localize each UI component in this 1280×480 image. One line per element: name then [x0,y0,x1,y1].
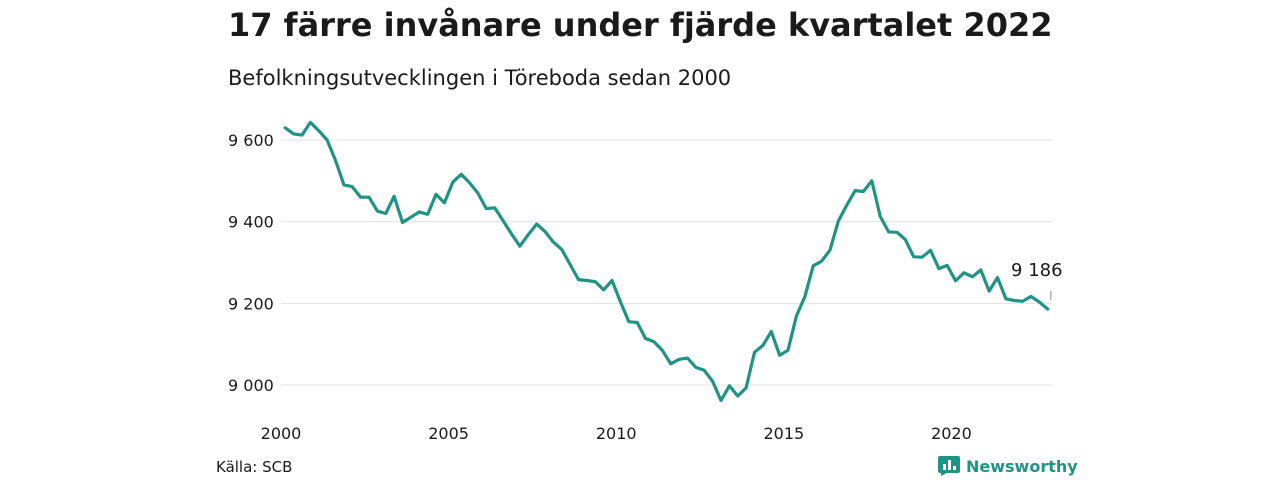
x-tick-label: 2005 [428,424,469,443]
x-tick-label: 2000 [261,424,302,443]
y-tick-label: 9 600 [228,131,274,150]
y-tick-label: 9 200 [228,294,274,313]
y-axis-tick-labels: 9 000 9 200 9 400 9 600 [228,131,274,395]
series-line-0 [283,120,1050,403]
chart-subtitle: Befolkningsutvecklingen i Töreboda sedan… [228,66,732,90]
brand-logo: Newsworthy [938,456,1078,476]
source-note: Källa: SCB [216,458,293,476]
x-axis-tick-labels: 2000 2005 2010 2015 2020 [261,424,972,443]
last-value-label: 9 186 [1011,260,1063,281]
last-value-annotation: 9 186 [1011,260,1063,300]
x-tick-label: 2015 [763,424,804,443]
y-tick-label: 9 400 [228,213,274,232]
series-layer [283,120,1050,403]
bar-chart-logo-icon [938,456,960,476]
brand-name: Newsworthy [966,456,1078,476]
y-tick-label: 9 000 [228,376,274,395]
grid-lines [281,139,1052,386]
x-tick-label: 2020 [931,424,972,443]
x-tick-label: 2010 [596,424,637,443]
chart-title: 17 färre invånare under fjärde kvartalet… [228,6,1053,44]
